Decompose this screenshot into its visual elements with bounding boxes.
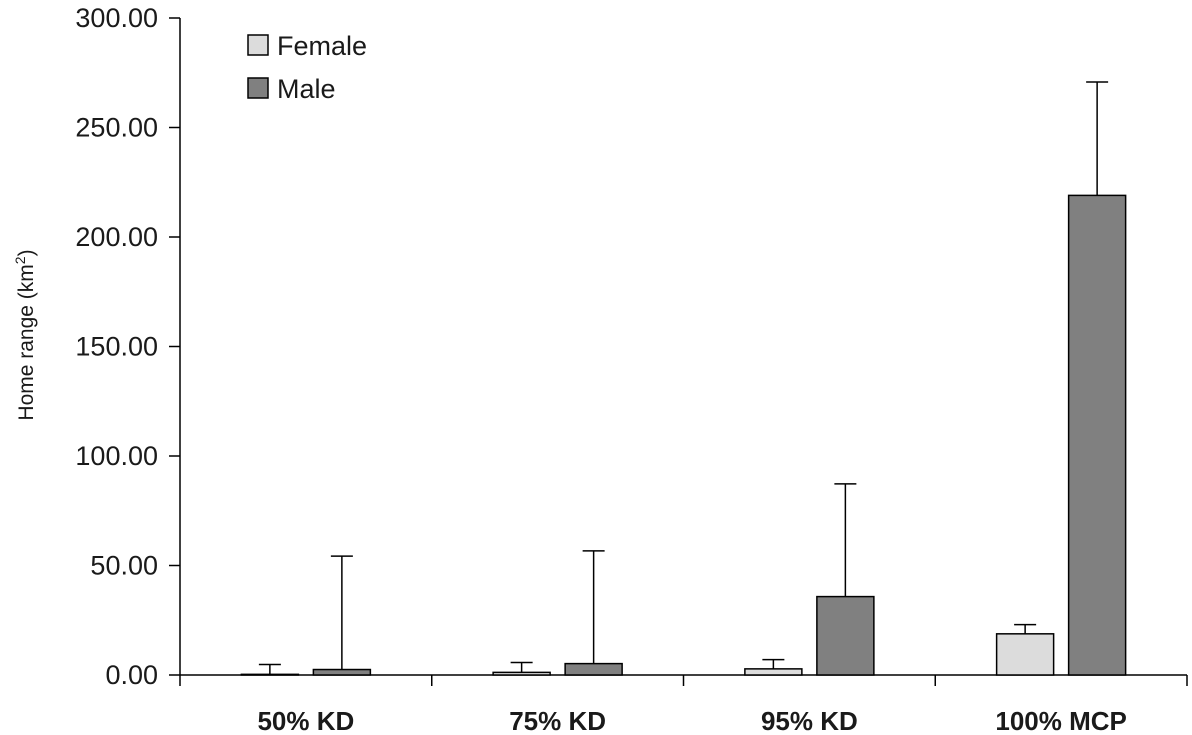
x-category-label: 100% MCP <box>995 706 1127 735</box>
bar <box>312 668 372 676</box>
y-tick-label: 150.00 <box>75 332 158 362</box>
bar <box>240 673 300 676</box>
legend-label: Male <box>277 74 336 104</box>
y-tick-label: 100.00 <box>75 441 158 471</box>
y-axis: 0.00 50.00 100.00 150.00 200.00 250.00 300.00 <box>75 3 181 690</box>
bar <box>492 671 551 676</box>
legend-swatch <box>247 77 269 99</box>
bar <box>995 633 1055 676</box>
y-tick-label: 250.00 <box>75 113 158 143</box>
error-bars <box>258 81 1109 675</box>
y-axis-title-main: Home range (km <box>15 264 38 420</box>
x-axis: 50% KD 75% KD 95% KD 100% MCP <box>179 674 1188 735</box>
x-category-label: 75% KD <box>509 706 606 735</box>
y-axis-title-sup: 2 <box>12 256 28 264</box>
legend: Female Male <box>247 31 367 104</box>
y-tick-label: 200.00 <box>75 222 158 252</box>
legend-label: Female <box>277 31 367 61</box>
legend-swatch <box>247 34 269 56</box>
bar <box>564 662 623 676</box>
y-axis-title: Home range (km2) <box>12 249 38 420</box>
bar <box>1067 194 1127 676</box>
y-tick-label: 0.00 <box>105 660 158 690</box>
y-tick-label: 300.00 <box>75 3 158 33</box>
x-category-label: 50% KD <box>257 706 354 735</box>
bars <box>240 194 1127 676</box>
y-tick-label: 50.00 <box>90 551 158 581</box>
y-axis-title-close: ) <box>15 249 38 256</box>
bar <box>816 595 875 676</box>
x-category-label: 95% KD <box>761 706 858 735</box>
bar <box>744 668 803 676</box>
